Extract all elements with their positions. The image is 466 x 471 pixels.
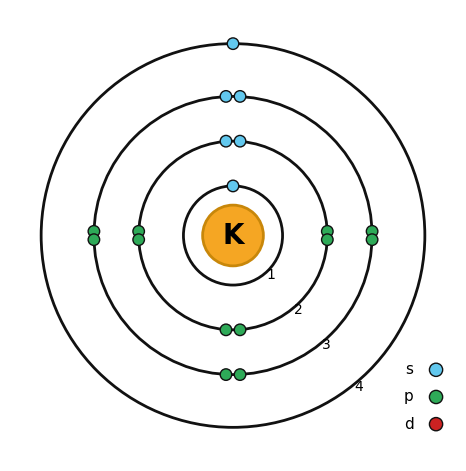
Text: 4: 4 <box>354 380 363 394</box>
Circle shape <box>430 390 443 404</box>
Circle shape <box>220 369 232 381</box>
Text: p: p <box>404 390 414 405</box>
Circle shape <box>133 226 144 237</box>
Circle shape <box>234 136 246 147</box>
Circle shape <box>234 369 246 381</box>
Text: 3: 3 <box>322 338 330 352</box>
Text: 2: 2 <box>294 303 303 317</box>
Text: s: s <box>406 362 414 377</box>
Circle shape <box>234 324 246 335</box>
Circle shape <box>227 180 239 192</box>
Circle shape <box>227 38 239 49</box>
Circle shape <box>322 234 333 245</box>
Text: d: d <box>404 417 414 431</box>
Circle shape <box>430 363 443 376</box>
Circle shape <box>220 90 232 102</box>
Circle shape <box>133 234 144 245</box>
Text: 1: 1 <box>267 268 275 282</box>
Circle shape <box>430 417 443 431</box>
Circle shape <box>220 324 232 335</box>
Circle shape <box>220 136 232 147</box>
Circle shape <box>203 205 263 266</box>
Circle shape <box>88 226 100 237</box>
Circle shape <box>366 234 378 245</box>
Circle shape <box>88 234 100 245</box>
Circle shape <box>234 90 246 102</box>
Circle shape <box>366 226 378 237</box>
Text: K: K <box>222 221 244 250</box>
Circle shape <box>322 226 333 237</box>
